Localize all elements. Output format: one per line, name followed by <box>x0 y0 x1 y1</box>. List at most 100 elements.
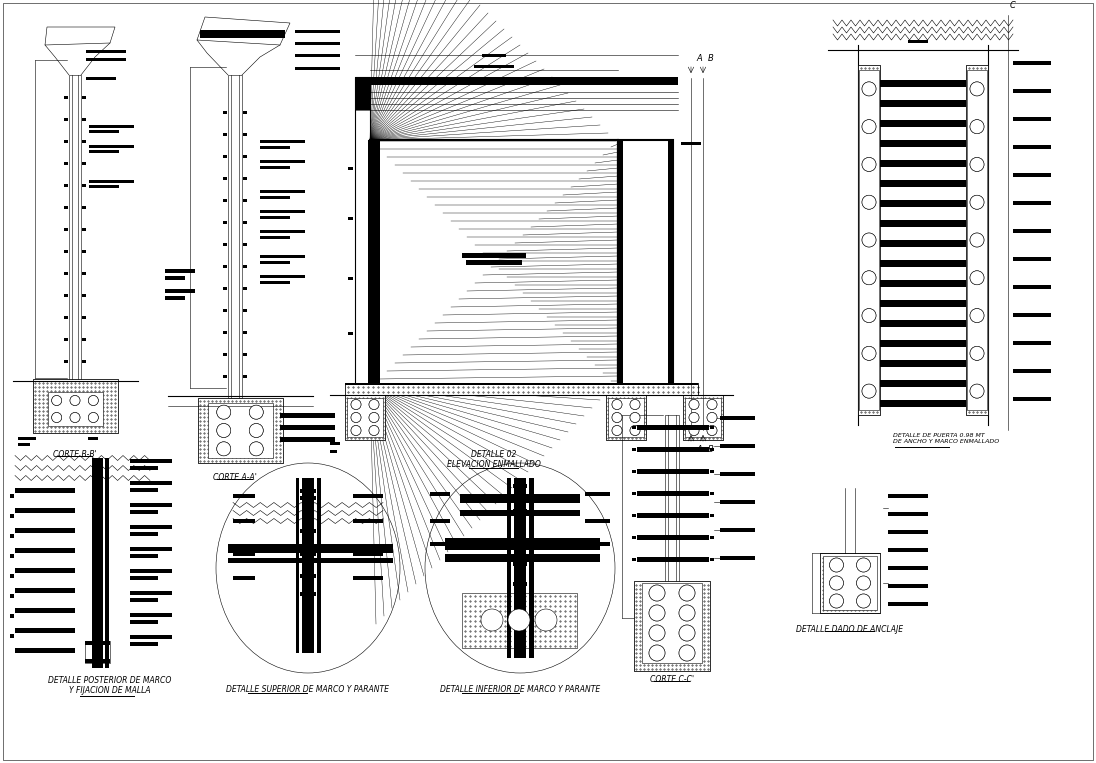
Bar <box>233 494 255 498</box>
Bar <box>89 145 134 148</box>
Circle shape <box>217 442 231 456</box>
Bar <box>15 548 75 553</box>
Bar <box>330 442 340 445</box>
Bar <box>10 614 14 618</box>
Bar <box>64 96 68 99</box>
Circle shape <box>217 442 231 456</box>
Bar <box>10 574 14 578</box>
Circle shape <box>689 400 699 410</box>
Bar <box>64 228 68 231</box>
Circle shape <box>89 395 99 405</box>
Circle shape <box>612 400 623 410</box>
Bar <box>1013 61 1051 65</box>
Bar <box>260 160 305 163</box>
Circle shape <box>689 413 699 423</box>
Circle shape <box>89 413 99 423</box>
Bar <box>88 437 98 440</box>
Bar <box>637 447 709 452</box>
Circle shape <box>649 605 665 621</box>
Circle shape <box>856 558 870 572</box>
Circle shape <box>52 395 61 405</box>
Bar <box>525 494 580 503</box>
Bar <box>47 392 103 426</box>
Circle shape <box>249 405 263 419</box>
Circle shape <box>707 426 717 436</box>
Bar <box>243 177 247 180</box>
Circle shape <box>351 400 361 410</box>
Bar <box>376 140 380 385</box>
Bar <box>720 472 755 476</box>
Bar <box>130 488 158 492</box>
Circle shape <box>351 413 361 423</box>
Bar <box>85 50 126 53</box>
Bar <box>222 375 227 378</box>
Circle shape <box>970 195 984 209</box>
Circle shape <box>649 645 665 661</box>
Bar <box>165 296 185 300</box>
Bar <box>222 309 227 312</box>
Bar <box>463 593 576 648</box>
Bar <box>279 437 335 442</box>
Bar <box>228 75 242 398</box>
Bar <box>243 111 247 114</box>
Circle shape <box>52 413 61 423</box>
Circle shape <box>861 82 876 96</box>
Circle shape <box>970 346 984 360</box>
Bar <box>130 613 172 617</box>
Bar <box>720 556 755 560</box>
Bar <box>233 552 255 556</box>
Bar <box>823 556 877 610</box>
Bar <box>463 253 526 257</box>
Bar <box>317 478 321 653</box>
Bar <box>347 398 383 437</box>
Circle shape <box>535 609 557 631</box>
Circle shape <box>830 576 844 590</box>
Bar <box>637 491 709 496</box>
Bar <box>353 552 383 556</box>
Bar <box>243 353 247 356</box>
Bar <box>92 458 95 668</box>
Circle shape <box>861 233 876 247</box>
Bar <box>197 398 283 463</box>
Bar <box>632 448 636 451</box>
Bar <box>513 582 527 586</box>
Bar <box>260 196 290 199</box>
Bar <box>279 425 335 430</box>
Bar <box>710 536 713 539</box>
Bar <box>260 255 305 258</box>
Bar <box>130 642 158 646</box>
Circle shape <box>861 82 876 96</box>
Circle shape <box>612 426 623 436</box>
Bar <box>105 458 109 668</box>
Circle shape <box>612 413 623 423</box>
Bar <box>966 65 987 415</box>
Bar <box>349 277 353 280</box>
Bar <box>473 65 514 68</box>
Bar <box>165 269 195 273</box>
Bar <box>82 140 85 143</box>
Bar <box>233 576 255 580</box>
Bar <box>685 398 721 437</box>
Bar <box>430 519 450 523</box>
Bar <box>82 338 85 341</box>
Bar <box>430 542 450 546</box>
Bar <box>513 542 527 546</box>
Bar <box>888 494 928 498</box>
Bar <box>260 216 290 219</box>
Bar <box>469 468 520 469</box>
Bar <box>15 508 75 513</box>
Bar <box>10 554 14 558</box>
Bar <box>355 77 370 110</box>
Bar <box>632 536 636 539</box>
Circle shape <box>689 400 699 410</box>
Bar <box>15 588 75 593</box>
Bar <box>64 360 68 363</box>
Bar <box>300 552 316 556</box>
Bar <box>300 529 316 533</box>
Bar <box>585 542 610 546</box>
Bar <box>82 360 85 363</box>
Bar <box>349 167 353 170</box>
Circle shape <box>351 426 361 436</box>
Circle shape <box>630 426 640 436</box>
Bar <box>85 58 126 61</box>
